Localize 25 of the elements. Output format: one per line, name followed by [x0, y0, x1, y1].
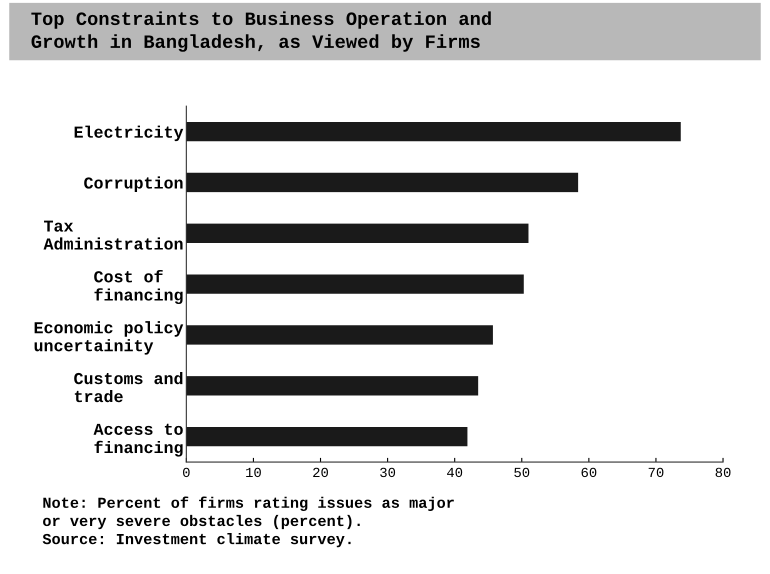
- bar: [186, 325, 493, 345]
- x-tick-label: 50: [514, 468, 530, 478]
- x-tick-label: 30: [380, 468, 396, 478]
- x-tick-label: 80: [716, 468, 731, 478]
- y-tick-label: Economic policy uncertainity: [34, 321, 184, 355]
- x-tick-label: 10: [246, 468, 261, 478]
- y-tick-label: Access to financing: [94, 424, 183, 457]
- x-tick-label: 40: [447, 468, 462, 478]
- x-tick-label: 60: [582, 468, 596, 478]
- chart-title: Top Constraints to Business Operation and Growth in Bangladesh, as Viewed by Firms: [31, 11, 491, 52]
- y-tick-label: Tax Administration: [44, 220, 183, 250]
- y-tick-label: Corruption: [84, 176, 183, 192]
- bar: [186, 376, 478, 396]
- x-tick-label: 0: [183, 468, 190, 478]
- bar: [186, 224, 528, 243]
- x-tick-label: 20: [313, 468, 328, 478]
- y-tick-label: Electricity: [74, 126, 184, 142]
- bar: [186, 426, 468, 446]
- text: Note: Percent of firms rating issues as major or very severe obstacles (percent). Source: Investment climate survey.: [42, 496, 454, 548]
- x-tick-label: 70: [648, 468, 664, 478]
- y-tick-label: Cost of financing: [94, 270, 183, 304]
- bar: [186, 172, 578, 192]
- bar: [186, 122, 681, 142]
- y-tick-label: Customs and trade: [74, 372, 182, 402]
- bar: [186, 274, 524, 294]
